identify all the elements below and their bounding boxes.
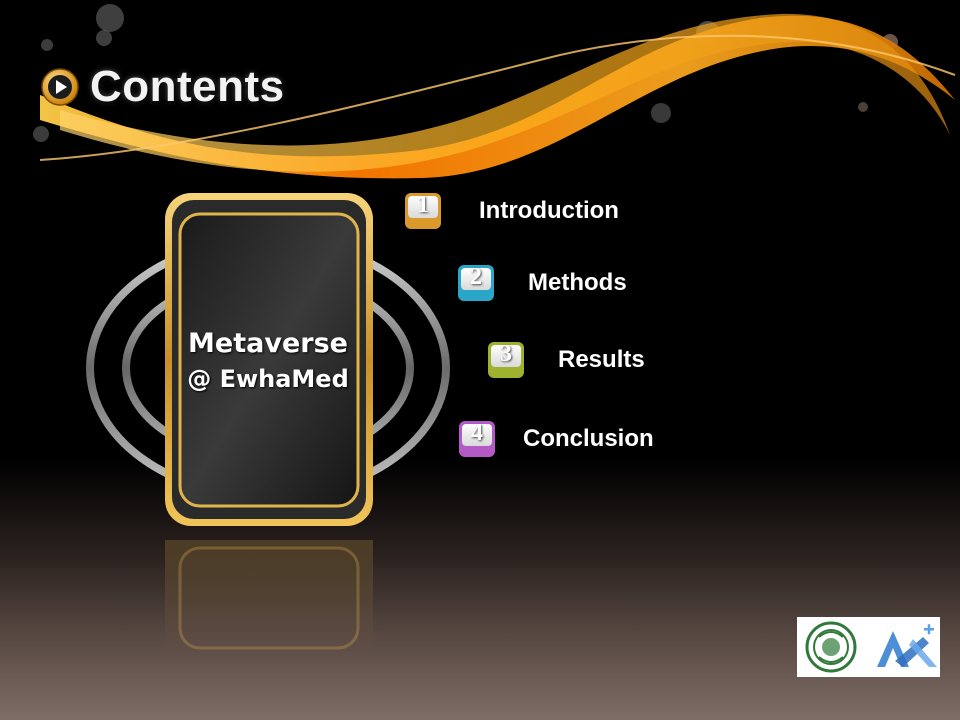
play-circle-icon [41, 68, 79, 106]
phone-label: Metaverse @ EwhaMed [168, 326, 368, 396]
number-badge: 2 [458, 265, 494, 301]
number-badge: 3 [488, 342, 524, 378]
phone-label-line2: @ EwhaMed [187, 365, 349, 393]
item-label: Conclusion [523, 425, 654, 452]
list-item-conclusion: 4 Conclusion [459, 421, 654, 457]
number-badge: 1 [405, 193, 441, 229]
number-badge: 4 [459, 421, 495, 457]
item-label: Introduction [479, 197, 619, 224]
badge-number: 1 [417, 193, 429, 218]
item-label: Results [558, 346, 645, 373]
logo-box [797, 617, 940, 677]
university-seal-logo [805, 621, 857, 673]
list-item-introduction: 1 Introduction [405, 193, 619, 229]
item-label: Methods [528, 269, 627, 296]
title-area: Contents [40, 62, 285, 112]
badge-number: 2 [470, 265, 482, 290]
list-item-results: 3 Results [488, 342, 645, 378]
list-item-methods: 2 Methods [458, 265, 627, 301]
a-plus-logo [877, 624, 937, 667]
slide-title: Contents [90, 62, 285, 111]
badge-number: 3 [500, 342, 512, 367]
phone-label-line1: Metaverse [188, 328, 348, 359]
badge-number: 4 [471, 421, 483, 446]
